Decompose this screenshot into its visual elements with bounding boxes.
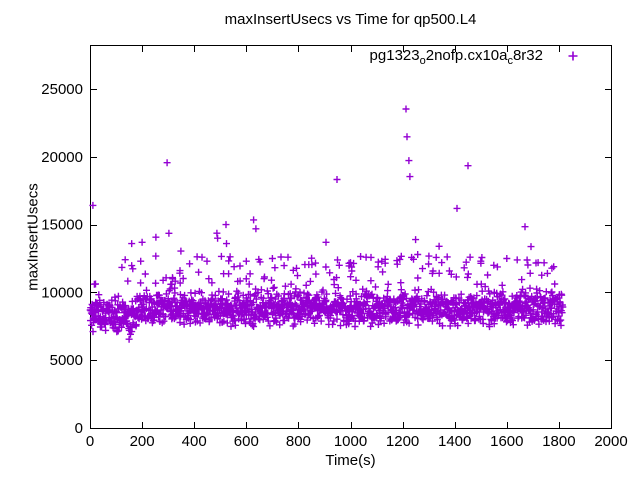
x-tick-label: 0	[86, 433, 94, 450]
x-tick-label: 1200	[386, 433, 419, 450]
y-tick-label: 10000	[41, 284, 83, 301]
y-tick-label: 15000	[41, 217, 83, 234]
legend-label: pg1323o2nofp.cx10ac8r32	[370, 47, 543, 67]
x-tick-label: 800	[286, 433, 311, 450]
plus-marker-icon	[568, 51, 578, 61]
x-tick-label: 400	[182, 433, 207, 450]
x-tick-label: 1000	[334, 433, 367, 450]
y-axis-label: maxInsertUsecs	[24, 183, 42, 291]
plot-frame	[90, 45, 612, 429]
y-tick-label: 0	[75, 420, 83, 437]
legend-label-subscript: c	[507, 55, 513, 67]
x-tick-label: 1800	[542, 433, 575, 450]
legend: pg1323o2nofp.cx10ac8r32	[0, 47, 640, 67]
legend-label-segment: 2nofp.cx10a	[425, 47, 508, 64]
x-tick-label: 200	[130, 433, 155, 450]
x-tick-label: 1400	[438, 433, 471, 450]
chart-title: maxInsertUsecs vs Time for qp500.L4	[224, 11, 477, 28]
legend-label-subscript: o	[419, 55, 426, 67]
x-tick-label: 600	[234, 433, 259, 450]
x-axis-label: Time(s)	[325, 452, 376, 469]
legend-label-segment: 8r32	[512, 47, 543, 64]
scatter-points	[86, 105, 567, 343]
y-tick-label: 25000	[41, 81, 83, 98]
legend-label-segment: pg1323	[369, 47, 420, 64]
x-tick-label: 2000	[594, 433, 627, 450]
y-tick-label: 5000	[50, 352, 83, 369]
tick-labels: 0 200 400 600 800 1000 1200 1400 1600 1800 2000050…	[41, 81, 627, 450]
y-tick-label: 20000	[41, 149, 83, 166]
x-tick-label: 1600	[490, 433, 523, 450]
